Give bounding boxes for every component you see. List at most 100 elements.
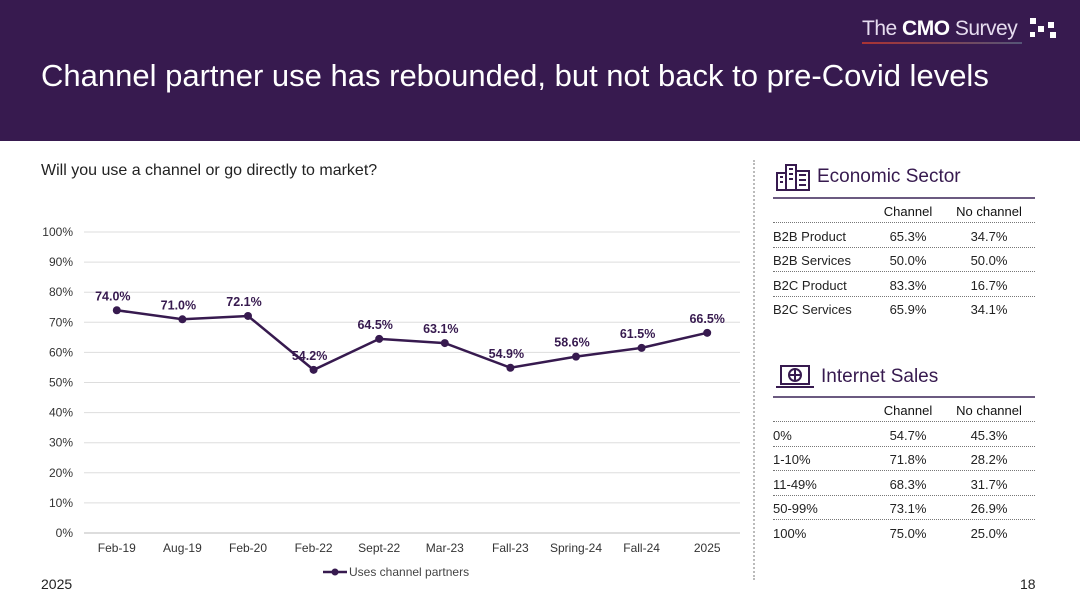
line-chart: 0% 10% 20% 30% 40% 50% 60% 70% 80% 90% 100% Feb-19 A… <box>42 225 740 555</box>
y-tick-label: 70% <box>49 315 73 329</box>
logo-text: Survey <box>949 17 1018 40</box>
table-cell: 50-99% <box>773 501 818 516</box>
table-row: 50-99% 73.1% 26.9% <box>773 494 1035 520</box>
table-cell: 34.7% <box>970 228 1008 244</box>
data-label: 72.1% <box>226 295 261 309</box>
data-point <box>506 363 515 372</box>
table-row: B2B Product 65.3% 34.7% <box>773 222 1035 247</box>
table-cell: 0% <box>773 427 792 443</box>
data-point <box>178 315 187 324</box>
data-label: 71.0% <box>161 298 196 312</box>
table-row: B2B Services 50.0% 50.0% <box>773 246 1035 272</box>
table-header: Channel No channel <box>773 396 1035 421</box>
y-tick-label: 20% <box>49 466 73 480</box>
data-label: 74.0% <box>95 289 130 303</box>
table-cell: 34.1% <box>970 302 1008 317</box>
x-tick-label: Fall-24 <box>623 541 660 555</box>
data-label: 63.1% <box>423 322 458 336</box>
column-header: Channel <box>883 403 933 418</box>
table-cell: 1-10% <box>773 452 811 467</box>
table-row: B2C Services 65.9% 34.1% <box>773 295 1035 321</box>
data-label: 64.5% <box>357 318 392 332</box>
y-tick-label: 40% <box>49 406 73 420</box>
data-label: 54.9% <box>489 347 524 361</box>
table-cell: 16.7% <box>970 277 1008 293</box>
table-cell: 100% <box>773 525 807 541</box>
x-tick-label: Spring-24 <box>550 541 602 555</box>
table-cell: B2B Product <box>773 228 846 244</box>
y-tick-label: 100% <box>42 225 73 239</box>
column-header: No channel <box>956 204 1022 219</box>
data-label: 58.6% <box>554 336 589 350</box>
table-cell: 71.8% <box>889 452 927 467</box>
data-label: 61.5% <box>620 327 655 341</box>
table-cell: 54.7% <box>889 427 927 443</box>
chart-question: Will you use a channel or go directly to… <box>41 162 378 179</box>
logo-text: The <box>862 17 903 40</box>
y-tick-label: 90% <box>49 255 73 269</box>
data-point <box>637 343 646 352</box>
section-title: Economic Sector <box>817 166 961 187</box>
x-tick-label: Mar-23 <box>426 541 464 555</box>
data-point <box>572 352 580 361</box>
table-cell: 25.0% <box>970 525 1008 541</box>
table-row: 100% 75.0% 25.0% <box>773 519 1035 544</box>
table-cell: 75.0% <box>889 525 927 541</box>
internet-sales-heading: Internet Sales <box>775 364 938 390</box>
table-cell: 65.9% <box>889 302 927 317</box>
page-title: Channel partner use has rebounded, but n… <box>41 58 989 93</box>
vertical-divider <box>753 160 755 580</box>
table-cell: 50.0% <box>889 253 927 268</box>
data-point <box>440 339 449 348</box>
chart-legend: Uses channel partners <box>323 565 469 579</box>
laptop-globe-icon <box>776 365 814 388</box>
logo-underline <box>862 42 1022 44</box>
x-tick-label: Aug-19 <box>163 541 202 555</box>
table-cell: B2C Services <box>773 302 852 317</box>
economic-sector-table: Channel No channel B2B Product 65.3% 34.7% B2… <box>773 197 1035 320</box>
table-row: 11-49% 68.3% 31.7% <box>773 470 1035 495</box>
cmo-survey-logo: The CMO Survey <box>862 17 1018 41</box>
column-header: No channel <box>956 403 1022 418</box>
table-cell: 45.3% <box>970 427 1008 443</box>
column-header: Channel <box>883 204 933 219</box>
table-cell: 65.3% <box>889 228 927 244</box>
header-banner: Channel partner use has rebounded, but n… <box>0 0 1080 141</box>
table-cell: 50.0% <box>970 253 1008 268</box>
table-cell: 73.1% <box>889 501 927 516</box>
data-point <box>703 328 712 337</box>
economic-sector-heading: Economic Sector <box>775 163 961 191</box>
table-cell: 26.9% <box>970 501 1008 516</box>
legend-label: Uses channel partners <box>349 565 470 579</box>
watermark <box>8 572 16 598</box>
x-tick-label: Feb-22 <box>295 541 333 555</box>
y-tick-label: 50% <box>49 376 73 390</box>
page-number: 18 <box>1020 576 1036 592</box>
data-label: 66.5% <box>689 312 724 326</box>
table-row: 1-10% 71.8% 28.2% <box>773 445 1035 471</box>
table-header: Channel No channel <box>773 197 1035 222</box>
buildings-icon <box>776 164 810 191</box>
legend-marker-icon <box>323 568 347 576</box>
x-tick-label: Feb-19 <box>98 541 136 555</box>
section-title: Internet Sales <box>821 366 939 387</box>
x-tick-label: Sept-22 <box>358 541 400 555</box>
x-tick-label: Fall-23 <box>492 541 529 555</box>
table-cell: 83.3% <box>889 277 927 293</box>
table-cell: 31.7% <box>970 476 1008 492</box>
y-tick-label: 30% <box>49 436 73 450</box>
data-point <box>375 334 384 343</box>
x-tick-label: 2025 <box>694 541 721 555</box>
data-point <box>112 306 121 315</box>
table-cell: 11-49% <box>773 476 817 492</box>
table-cell: 68.3% <box>889 476 927 492</box>
y-tick-label: 0% <box>56 526 74 540</box>
table-cell: B2C Product <box>773 277 847 293</box>
x-tick-label: Feb-20 <box>229 541 267 555</box>
series-line <box>116 309 708 372</box>
table-cell: B2B Services <box>773 253 852 268</box>
data-point <box>309 365 318 374</box>
table-row: B2C Product 83.3% 16.7% <box>773 271 1035 296</box>
table-row: 0% 54.7% 45.3% <box>773 421 1035 446</box>
table-cell: 28.2% <box>970 452 1008 467</box>
